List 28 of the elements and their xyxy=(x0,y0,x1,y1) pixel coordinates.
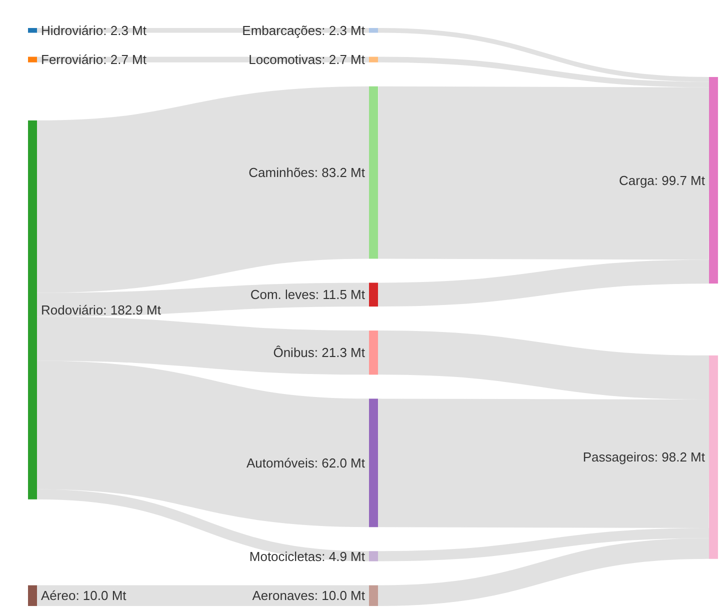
category-label: Carga xyxy=(619,172,656,188)
data-label: : 11.5 Mt xyxy=(315,287,366,302)
data-label: : 62.0 Mt xyxy=(314,455,366,470)
data-label: : 10.0 Mt xyxy=(76,588,127,604)
category-label: Passageiros xyxy=(582,450,655,465)
category-label: Automóveis xyxy=(246,455,315,470)
category-label: Locomotivas xyxy=(248,52,322,68)
category-label: Aéreo xyxy=(41,588,76,604)
category-label: Embarcações xyxy=(242,22,322,38)
data-label: : 2.3 Mt xyxy=(322,22,366,38)
data-label: : 83.2 Mt xyxy=(314,165,366,180)
data-label: : 4.9 Mt xyxy=(322,548,366,564)
category-label: Rodoviário xyxy=(41,302,104,318)
data-label: : 2.7 Mt xyxy=(322,52,366,68)
data-label: : 98.2 Mt xyxy=(654,450,706,465)
data-label: : 99.7 Mt xyxy=(654,172,706,188)
data-label: : 10.0 Mt xyxy=(314,588,366,604)
category-label: Hidroviário xyxy=(41,22,104,38)
data-label: : 2.7 Mt xyxy=(103,52,147,68)
category-label: Aeronaves xyxy=(252,588,315,604)
category-label: Ferroviário xyxy=(41,52,104,68)
category-label: Ônibus xyxy=(273,345,315,360)
data-label: : 182.9 Mt xyxy=(103,302,162,318)
category-label: Motocicletas xyxy=(249,548,322,564)
category-label: Com. leves xyxy=(250,287,316,302)
data-label: : 21.3 Mt xyxy=(314,345,366,360)
data-label: : 2.3 Mt xyxy=(103,22,147,38)
category-label: Caminhões xyxy=(248,165,315,180)
